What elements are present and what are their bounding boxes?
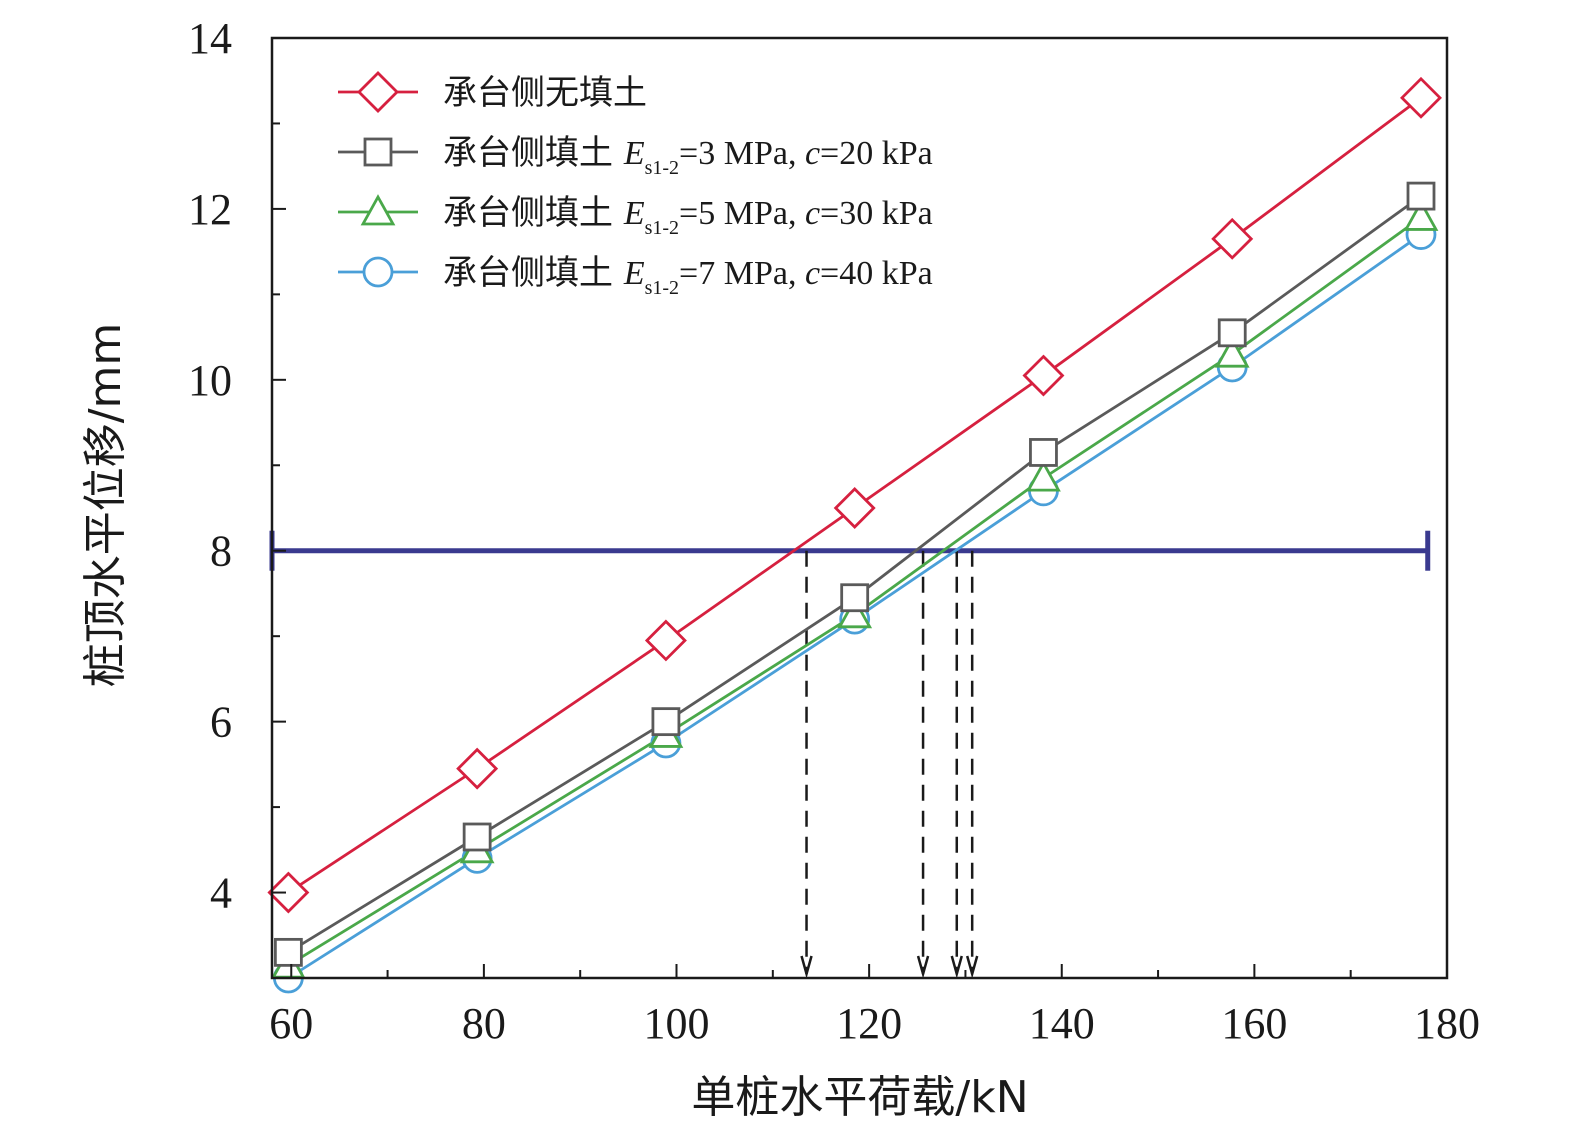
x-tick-label: 140	[1029, 999, 1095, 1048]
intersection-arrow	[965, 955, 979, 979]
series-2-point	[1406, 181, 1436, 211]
legend-label-sub: s1-2	[645, 157, 679, 179]
y-tick-label: 4	[210, 869, 232, 918]
series-1-point	[456, 747, 499, 790]
x-tick-label: 120	[836, 999, 902, 1048]
x-tick-label: 160	[1221, 999, 1287, 1048]
intersection-arrow	[950, 955, 963, 979]
legend-label-suffix: =40 kPa	[820, 255, 933, 292]
legend-label-prefix: 承台侧填土	[443, 193, 624, 233]
y-tick-label: 8	[210, 527, 232, 576]
legend-label-c: c	[805, 255, 820, 292]
legend-label-mid: =7 MPa,	[679, 255, 805, 292]
series-1-point	[1400, 76, 1442, 119]
x-tick-label: 80	[462, 999, 506, 1048]
legend-label-sub: s1-2	[645, 217, 679, 239]
legend-label-prefix: 承台侧无填土	[443, 73, 647, 113]
series-1-point	[833, 487, 876, 529]
legend-label-c: c	[805, 135, 820, 172]
legend-label-sub: s1-2	[645, 277, 679, 299]
series-2-point	[651, 707, 681, 737]
intersection-arrow	[800, 955, 813, 979]
legend-marker-4	[362, 256, 394, 288]
y-tick-label: 12	[188, 185, 232, 234]
legend-label-mid: =3 MPa,	[679, 135, 805, 172]
legend-label-mid: =5 MPa,	[679, 195, 805, 232]
legend-marker-3	[360, 194, 396, 226]
x-tick-label: 60	[269, 999, 313, 1048]
legend-label-suffix: =30 kPa	[820, 195, 933, 232]
series-3-point	[1403, 199, 1439, 231]
legend-label-prefix: 承台侧填土	[443, 133, 624, 173]
legend-label-e: E	[623, 135, 645, 172]
x-tick-label: 180	[1414, 999, 1480, 1048]
y-tick-label: 14	[188, 14, 232, 63]
legend-label-2: 承台侧填土 Es1-2=3 MPa, c=20 kPa	[443, 133, 933, 179]
series-2-point	[462, 822, 492, 852]
legend-label-suffix: =20 kPa	[820, 135, 933, 172]
legend-label-e: E	[623, 255, 645, 292]
legend-label-prefix: 承台侧填土	[443, 253, 624, 293]
x-tick-label: 100	[644, 999, 710, 1048]
x-axis-title: 单桩水平荷载/kN	[691, 1072, 1028, 1123]
legend-label-1: 承台侧无填土	[443, 73, 647, 113]
axes: 60 80 100 120 140 160 180 4 6 8 10 12 14	[188, 14, 1480, 1048]
series-1-point	[644, 619, 687, 662]
series-1-point	[1022, 354, 1065, 397]
legend-marker-2	[363, 137, 393, 167]
series-1-point	[1211, 217, 1254, 260]
series-3-point	[837, 596, 873, 629]
series-2-point	[1029, 438, 1058, 467]
series-1-point	[267, 871, 310, 914]
series-3-point	[1214, 336, 1250, 368]
y-axis-title: 桩顶水平位移/mm	[80, 323, 131, 688]
legend-label-4: 承台侧填土 Es1-2=7 MPa, c=40 kPa	[443, 253, 933, 299]
plot-frame	[270, 36, 1449, 980]
legend-marker-1	[357, 71, 399, 113]
series-2-point	[840, 583, 870, 613]
plot-area	[267, 76, 1442, 994]
series-3-point	[1026, 460, 1061, 492]
legend-label-3: 承台侧填土 Es1-2=5 MPa, c=30 kPa	[443, 193, 933, 239]
intersection-arrow	[916, 955, 930, 979]
series-2-point	[1217, 318, 1247, 348]
y-tick-label: 6	[210, 698, 232, 747]
y-tick-label: 10	[188, 356, 232, 405]
series-2-point	[273, 937, 303, 967]
legend-label-c: c	[805, 195, 820, 232]
legend-label-e: E	[623, 195, 645, 232]
